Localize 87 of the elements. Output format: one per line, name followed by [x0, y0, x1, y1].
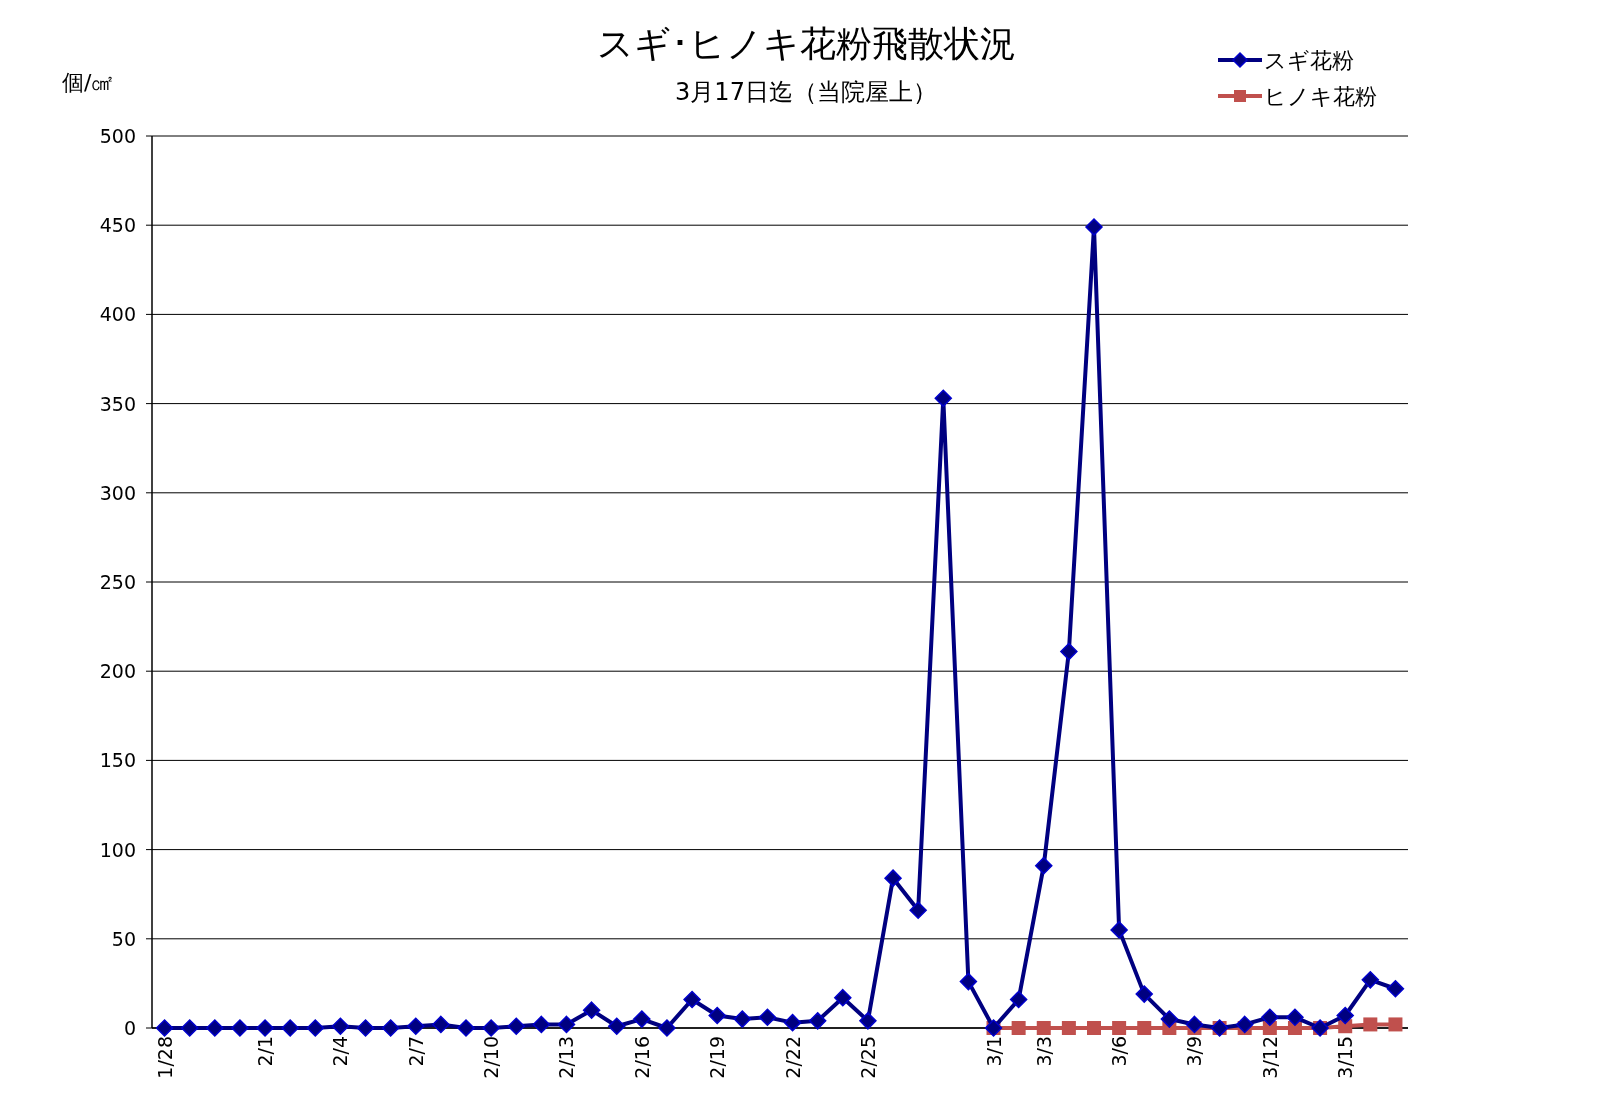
y-tick-label: 250	[99, 571, 136, 593]
point	[1336, 1006, 1354, 1025]
point	[306, 1019, 325, 1037]
point	[457, 1019, 475, 1037]
legend-label: ヒノキ花粉	[1264, 84, 1377, 109]
y-axis-title: 個/㎠	[62, 70, 114, 95]
point	[1009, 990, 1028, 1009]
y-tick-label: 350	[99, 392, 136, 415]
point	[155, 1019, 174, 1037]
point	[1085, 218, 1103, 236]
y-tick-label: 100	[99, 838, 136, 861]
x-tick-label: 2/16	[630, 1036, 653, 1079]
x-tick-label: 3/1	[982, 1036, 1005, 1067]
point	[557, 1015, 576, 1034]
point	[1160, 1010, 1179, 1028]
point	[381, 1019, 400, 1037]
point	[1185, 1015, 1204, 1034]
point	[1035, 856, 1053, 875]
x-tick-label: 2/19	[706, 1036, 729, 1079]
point	[909, 901, 927, 920]
point	[1361, 971, 1380, 989]
point	[281, 1019, 299, 1037]
point	[808, 1012, 827, 1030]
point	[633, 1010, 651, 1028]
x-tick-label: 3/15	[1334, 1036, 1357, 1079]
legend-label: スギ花粉	[1264, 48, 1354, 73]
point	[1036, 1021, 1051, 1035]
point	[658, 1019, 676, 1037]
point	[256, 1019, 274, 1037]
point	[1011, 1021, 1026, 1035]
point	[884, 869, 902, 887]
point	[834, 988, 852, 1007]
x-tick-label: 3/12	[1258, 1036, 1281, 1079]
point	[683, 990, 701, 1009]
y-tick-label: 450	[99, 214, 136, 237]
point	[733, 1010, 752, 1028]
point	[783, 1013, 802, 1032]
point	[356, 1019, 375, 1037]
x-tick-label: 3/6	[1108, 1036, 1131, 1067]
chart-title: スギ･ヒノキ花粉飛散状況	[596, 23, 1016, 64]
point	[206, 1019, 224, 1037]
x-tick-label: 2/1	[254, 1036, 277, 1067]
x-tick-label: 1/28	[153, 1036, 176, 1079]
point	[708, 1006, 726, 1025]
point	[532, 1015, 551, 1034]
point	[1087, 1021, 1101, 1035]
point	[432, 1015, 450, 1034]
point	[180, 1019, 199, 1037]
point	[859, 1012, 877, 1030]
point	[1235, 1015, 1254, 1034]
x-tick-label: 2/22	[781, 1036, 804, 1079]
point	[758, 1008, 777, 1027]
x-tick-label: 2/25	[856, 1036, 879, 1079]
y-tick-label: 50	[111, 927, 136, 950]
point	[507, 1017, 525, 1035]
x-tick-label: 2/7	[404, 1036, 427, 1067]
point	[1110, 921, 1128, 939]
x-tick-label: 2/10	[480, 1036, 503, 1079]
point	[959, 972, 978, 991]
point	[1388, 1017, 1403, 1032]
point	[1112, 1021, 1127, 1035]
x-tick-label: 3/9	[1183, 1036, 1206, 1067]
point	[407, 1017, 425, 1035]
y-tick-label: 150	[99, 749, 136, 772]
x-tick-label: 2/13	[555, 1036, 578, 1079]
y-tick-label: 300	[99, 481, 136, 504]
point	[1135, 985, 1153, 1003]
y-tick-label: 200	[99, 660, 136, 683]
x-tick-label: 2/4	[329, 1036, 352, 1067]
x-tick-label: 3/3	[1032, 1036, 1055, 1067]
point	[482, 1019, 500, 1037]
point	[1363, 1017, 1378, 1032]
point	[607, 1017, 626, 1035]
point	[1261, 1008, 1279, 1027]
point	[231, 1019, 249, 1037]
y-tick-label: 400	[99, 303, 136, 326]
point	[1386, 980, 1405, 998]
point	[582, 1001, 601, 1019]
chart-subtitle: 3月17日迄（当院屋上）	[675, 78, 937, 106]
point	[1060, 642, 1078, 661]
point	[934, 389, 953, 407]
point	[1061, 1021, 1076, 1035]
point	[1137, 1021, 1152, 1035]
point	[1286, 1008, 1304, 1027]
y-tick-label: 0	[123, 1017, 136, 1039]
y-tick-label: 500	[99, 125, 136, 147]
point	[331, 1017, 350, 1035]
